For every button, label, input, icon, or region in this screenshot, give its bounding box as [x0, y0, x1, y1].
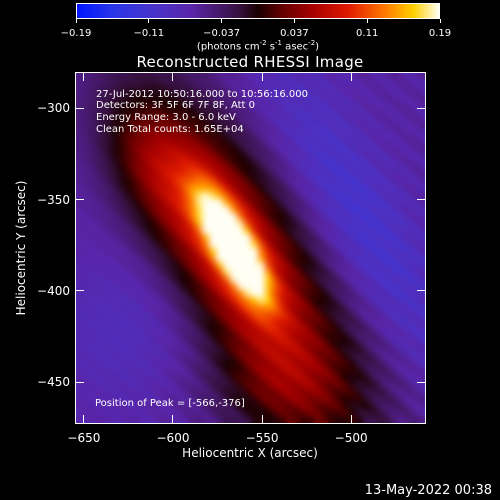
colorbar-tick: [221, 19, 223, 23]
y-tick: [417, 381, 426, 383]
x-tick: [172, 72, 174, 81]
colorbar-tick-label: 0.19: [428, 28, 452, 39]
plot-area: 27-Jul-2012 10:50:16.000 to 10:56:16.000…: [75, 72, 426, 424]
colorbar-tick: [293, 19, 295, 23]
x-tick: [172, 415, 174, 424]
y-tick-label: −350: [37, 192, 70, 207]
colorbar-tick: [366, 19, 368, 23]
x-axis-label: Heliocentric X (arcsec): [182, 446, 318, 460]
colorbar-units: (photons cm-2 s-1 asec-2): [196, 39, 320, 53]
y-tick-label: −300: [37, 101, 70, 116]
detectors-annotation: Detectors: 3F 5F 6F 7F 8F, Att 0: [96, 100, 256, 111]
method-annotation: Clean Total counts: 1.65E+04: [96, 124, 244, 135]
x-tick-label: −650: [67, 431, 101, 445]
plot-title: Reconstructed RHESSI Image: [136, 53, 364, 71]
y-tick-label: −400: [37, 283, 70, 298]
timestamp: 13-May-2022 00:38: [364, 483, 492, 498]
peak-position-annotation: Position of Peak = [-566,-376]: [95, 398, 245, 409]
time-range-annotation: 27-Jul-2012 10:50:16.000 to 10:56:16.000: [96, 89, 308, 100]
x-tick: [350, 72, 352, 81]
y-tick-label: −450: [37, 375, 70, 390]
y-tick: [75, 381, 84, 383]
colorbar-tick: [439, 19, 441, 23]
x-tick-label: −600: [156, 431, 190, 445]
y-tick: [75, 290, 84, 292]
colorbar-tick-label: 0.11: [356, 28, 379, 39]
x-tick-label: −500: [334, 431, 368, 445]
x-tick: [261, 415, 263, 424]
colorbar-tick-label: 0.037: [280, 28, 309, 39]
y-tick: [417, 199, 426, 201]
x-tick: [261, 72, 263, 81]
heatmap-image: [76, 73, 425, 423]
energy-annotation: Energy Range: 3.0 - 6.0 keV: [96, 112, 236, 123]
y-tick: [417, 290, 426, 292]
colorbar-tick-label: −0.19: [60, 28, 92, 39]
colorbar-tick-label: −0.11: [133, 28, 165, 39]
y-tick: [417, 107, 426, 109]
colorbar-tick-label: −0.037: [203, 28, 241, 39]
y-tick: [75, 107, 84, 109]
y-tick: [75, 199, 84, 201]
y-axis-label: Heliocentric Y (arcsec): [14, 180, 28, 316]
colorbar-tick: [75, 19, 77, 23]
colorbar-tick: [148, 19, 150, 23]
x-tick: [83, 415, 85, 424]
x-tick: [350, 415, 352, 424]
x-tick: [83, 72, 85, 81]
x-tick-label: −550: [245, 431, 279, 445]
colorbar: [76, 3, 440, 19]
